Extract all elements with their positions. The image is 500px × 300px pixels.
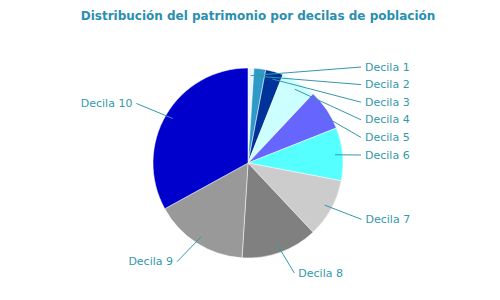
svg-text:Decila 4: Decila 4: [365, 113, 410, 126]
svg-text:Decila 1: Decila 1: [365, 61, 410, 74]
svg-text:Decila 7: Decila 7: [366, 213, 411, 226]
svg-text:Decila 3: Decila 3: [365, 96, 410, 109]
svg-text:Decila 6: Decila 6: [365, 149, 410, 162]
svg-text:Decila 2: Decila 2: [365, 78, 410, 91]
svg-text:Decila 10: Decila 10: [81, 97, 133, 110]
svg-text:Decila 5: Decila 5: [365, 131, 410, 144]
svg-text:Decila 9: Decila 9: [128, 255, 173, 268]
html-text:Distribución del patrimonio po: Distribución del patrimonio por decilas …: [80, 9, 436, 23]
svg-text:Decila 8: Decila 8: [298, 267, 343, 280]
